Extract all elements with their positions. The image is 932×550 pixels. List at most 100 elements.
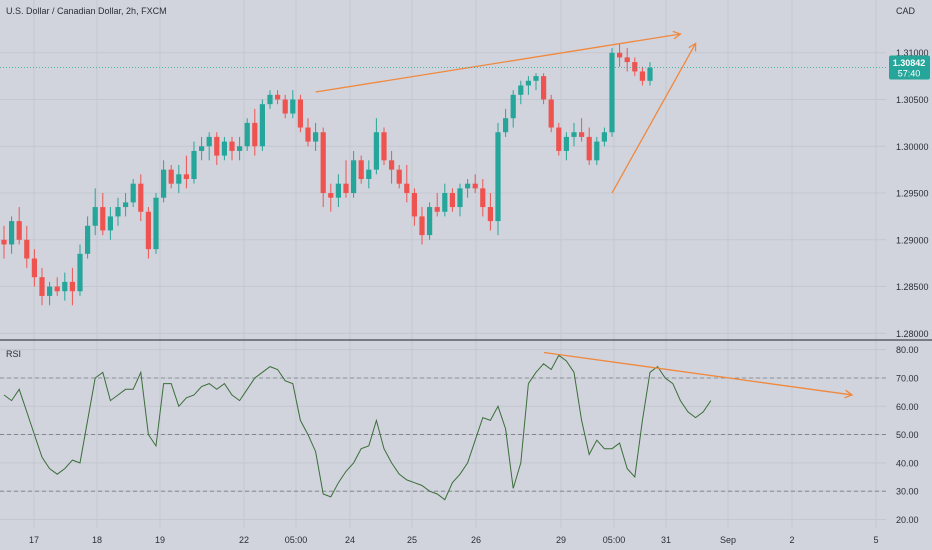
candle	[199, 136, 205, 161]
candle	[381, 127, 387, 165]
candle	[161, 160, 167, 203]
candle	[85, 216, 91, 259]
candlestick-series	[1, 43, 653, 306]
candle-body	[495, 132, 501, 222]
candle	[533, 73, 539, 91]
candle-body	[434, 207, 440, 212]
candle	[541, 73, 547, 105]
candle	[39, 267, 45, 306]
time-tick-label: 26	[471, 535, 481, 545]
rsi-trendline	[543, 351, 854, 399]
candle	[24, 225, 30, 268]
candle-body	[138, 183, 144, 212]
candle	[153, 193, 159, 254]
candle-body	[556, 127, 562, 151]
candle	[267, 90, 273, 109]
candle-body	[465, 183, 471, 189]
candle	[419, 207, 425, 245]
price-tag-background	[889, 55, 930, 80]
candle-body	[229, 141, 235, 151]
candle-body	[525, 80, 531, 86]
candle-body	[275, 94, 281, 100]
candle-body	[100, 207, 106, 231]
candle	[579, 118, 585, 142]
candle	[237, 136, 243, 161]
candle-body	[199, 146, 205, 151]
candle-body	[533, 76, 539, 81]
candle	[145, 207, 151, 259]
candle-body	[47, 286, 53, 296]
time-tick-label: 5	[873, 535, 878, 545]
candle-body	[411, 193, 417, 217]
candle-body	[39, 277, 45, 296]
time-tick-label: 05:00	[285, 535, 308, 545]
candle-body	[396, 169, 402, 184]
candle	[229, 136, 235, 161]
candle	[510, 90, 516, 128]
trendline-segment	[315, 33, 681, 93]
candle	[495, 122, 501, 236]
candle-body	[123, 202, 129, 208]
price-tick-label: 1.30000	[896, 142, 929, 152]
symbol-title: U.S. Dollar / Canadian Dollar, 2h, FXCM	[6, 6, 167, 16]
price-tick-label: 1.28000	[896, 329, 929, 339]
candle	[609, 48, 615, 137]
rsi-tick-label: 80.00	[896, 345, 919, 355]
candle-body	[472, 183, 478, 189]
candle-body	[487, 207, 493, 222]
candle-body	[305, 127, 311, 142]
candle-body	[168, 169, 174, 184]
candle	[191, 141, 197, 184]
candle-body	[328, 193, 334, 198]
candle	[168, 164, 174, 189]
rsi-line	[3, 354, 712, 501]
candle	[389, 150, 395, 184]
time-tick-label: 22	[239, 535, 249, 545]
time-tick-label: 29	[556, 535, 566, 545]
candle-body	[427, 207, 433, 236]
candle	[617, 43, 623, 67]
candle-body	[237, 146, 243, 151]
candle	[130, 179, 136, 208]
time-tick-label: 17	[29, 535, 39, 545]
price-tag: 1.30842 57:40	[889, 55, 930, 80]
time-tick-label: Sep	[720, 535, 736, 545]
candle	[176, 164, 182, 194]
candle	[290, 90, 296, 119]
candle	[244, 118, 250, 151]
candle	[335, 174, 341, 208]
candle-body	[77, 253, 83, 292]
candle-body	[282, 99, 288, 114]
candle-body	[244, 122, 250, 147]
candle	[442, 183, 448, 217]
candle	[69, 267, 75, 306]
candle-body	[510, 94, 516, 119]
time-tick-label: 31	[661, 535, 671, 545]
candle	[77, 244, 83, 296]
candle	[556, 122, 562, 156]
candle	[9, 216, 15, 254]
candle	[343, 160, 349, 198]
time-tick-label: 05:00	[603, 535, 626, 545]
candle	[297, 94, 303, 133]
candle	[320, 127, 326, 208]
candle-body	[442, 193, 448, 212]
candle	[282, 94, 288, 119]
candle-body	[297, 99, 303, 128]
candle	[449, 188, 455, 212]
candle-body	[503, 118, 509, 133]
candle-body	[449, 193, 455, 208]
trendlines	[315, 30, 854, 399]
candle-body	[647, 67, 653, 81]
candle	[571, 122, 577, 147]
candle	[313, 122, 319, 151]
candle-body	[541, 76, 547, 100]
candle	[92, 188, 98, 236]
candle	[214, 132, 220, 165]
candle-body	[609, 52, 615, 133]
trendline-arrowhead	[844, 389, 854, 399]
candle	[647, 62, 653, 86]
candle-body	[62, 281, 68, 292]
candle	[525, 76, 531, 95]
